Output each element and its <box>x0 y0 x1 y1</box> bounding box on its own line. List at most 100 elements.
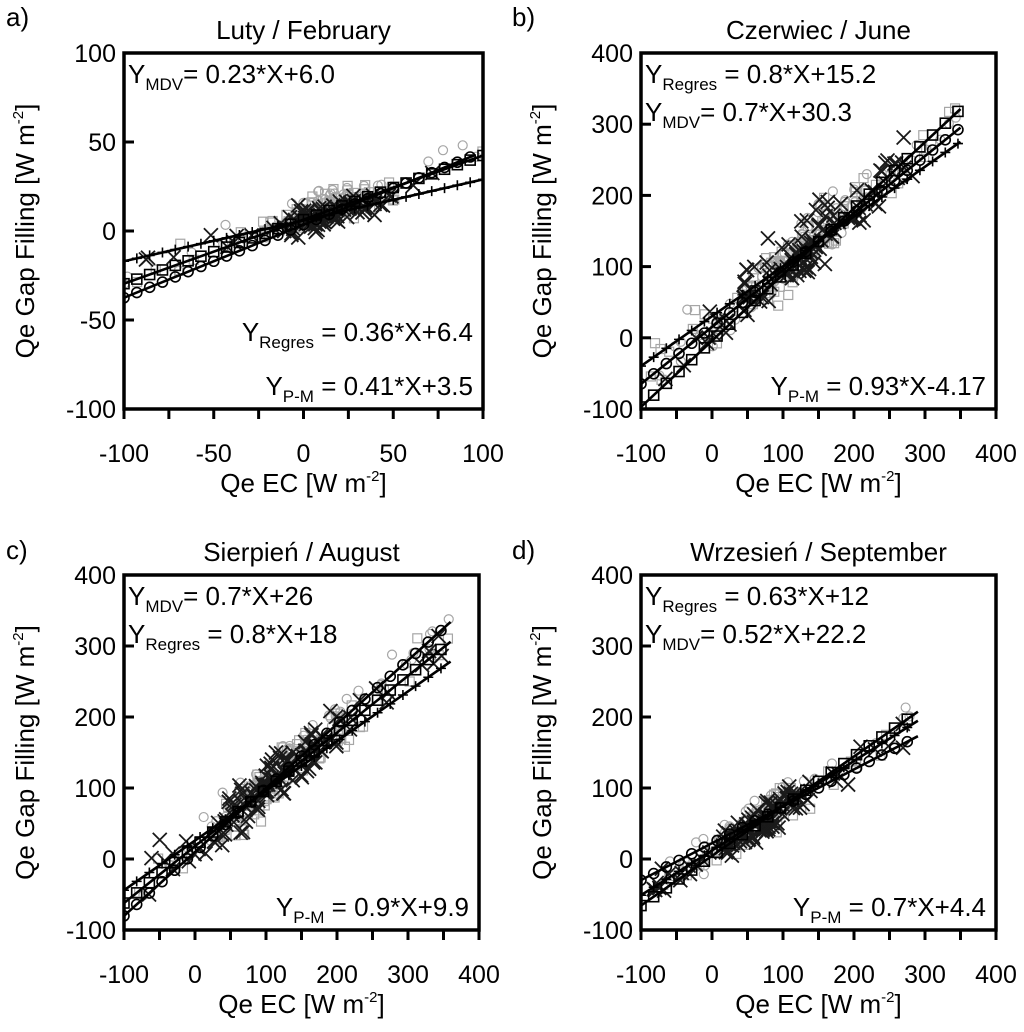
fit-marker <box>674 334 685 345</box>
fit-marker <box>284 224 297 236</box>
fit-marker <box>914 141 926 153</box>
data-point <box>796 218 807 229</box>
panel-label: d) <box>512 535 535 565</box>
fit-line-p-m <box>641 710 919 912</box>
x-axis-label: Qe EC [W m <box>735 989 881 1019</box>
fit-marker <box>838 768 850 781</box>
fit-marker <box>359 693 371 705</box>
x-tick-label: 300 <box>904 961 946 989</box>
fit-marker <box>685 353 698 366</box>
fit-marker <box>774 802 787 814</box>
data-point <box>263 756 279 772</box>
fit-marker <box>723 318 736 331</box>
fit-marker <box>761 811 774 823</box>
data-point <box>412 633 423 644</box>
equation-text: = 0.93*X-4.17 <box>819 371 986 401</box>
x-tick-label: -100 <box>616 961 666 989</box>
y-axis-unit-exp: -2 <box>10 632 27 645</box>
fit-marker <box>939 134 952 146</box>
fit-marker <box>647 867 660 880</box>
data-point <box>749 795 760 806</box>
fit-marker <box>477 149 483 162</box>
y-axis-title: Qe Gap Filling [W m-2] <box>527 625 557 880</box>
x-tick-label: 50 <box>379 440 407 468</box>
fit-marker <box>812 235 825 248</box>
fit-marker <box>259 234 271 247</box>
data-point <box>687 323 698 335</box>
fit-marker <box>409 647 422 660</box>
fit-marker <box>825 766 837 779</box>
fit-marker <box>333 716 346 728</box>
y-tick-label: 300 <box>591 111 633 139</box>
y-axis-label: Qe Gap Filling [W m <box>10 646 40 880</box>
y-tick-label: 100 <box>591 254 633 282</box>
fit-marker <box>464 151 476 163</box>
data-point <box>353 685 364 696</box>
fit-marker <box>711 846 723 859</box>
equation-subscript: P-M <box>788 387 819 406</box>
data-point <box>220 219 231 231</box>
fit-marker <box>219 818 232 831</box>
fit-marker <box>465 177 476 188</box>
y-tick-label: 400 <box>591 40 633 68</box>
fit-marker <box>124 897 130 909</box>
fit-marker <box>423 672 434 683</box>
x-axis-unit-exp: -2 <box>881 989 894 1006</box>
fit-marker <box>169 271 182 283</box>
data-point <box>820 194 836 210</box>
fit-line-mdv <box>124 660 452 896</box>
fit-marker <box>385 698 396 709</box>
x-tick-label: 100 <box>762 440 804 468</box>
y-tick-label: 400 <box>591 562 633 590</box>
equation-text: = 0.8*X+18 <box>200 619 337 649</box>
data-point <box>783 289 794 301</box>
y-tick-label: 100 <box>591 775 633 803</box>
plot-area <box>641 103 964 409</box>
fit-marker <box>838 211 850 224</box>
fit-marker <box>131 253 142 264</box>
fit-marker <box>825 223 837 236</box>
fit-marker <box>686 325 697 336</box>
fit-marker <box>410 681 421 692</box>
data-point <box>760 230 776 246</box>
data-point <box>404 676 415 687</box>
x-axis-unit-exp: -2 <box>364 989 377 1006</box>
fit-marker <box>901 735 914 748</box>
data-point <box>313 185 325 197</box>
fit-marker <box>220 241 233 253</box>
data-point <box>307 719 318 731</box>
fit-marker <box>206 830 219 842</box>
x-axis-title: Qe EC [W m-2] <box>735 468 901 498</box>
fit-marker <box>673 365 685 378</box>
x-axis: -100 0 100 200 300 400 <box>616 930 1017 989</box>
fit-marker <box>648 882 659 893</box>
y-tick-label: 300 <box>74 633 116 661</box>
fit-marker <box>641 401 647 409</box>
fit-marker <box>787 259 799 271</box>
fit-marker <box>124 256 129 267</box>
y-tick-label: 200 <box>591 704 633 732</box>
fit-marker <box>409 663 422 676</box>
fit-marker <box>439 183 450 194</box>
data-point <box>152 832 168 848</box>
y-tick-label: 200 <box>74 704 116 732</box>
y-axis: -100 0 100 200 300 400 <box>66 562 134 945</box>
fit-marker <box>641 874 647 886</box>
fit-marker <box>737 289 748 300</box>
equation-subscript: P-M <box>283 387 314 406</box>
fit-marker <box>838 218 849 229</box>
fit-marker <box>863 740 876 752</box>
fit-marker <box>926 129 939 141</box>
fit-marker <box>170 244 181 255</box>
x-axis-label: Qe EC [W m <box>735 468 881 498</box>
x-tick-label: 100 <box>462 440 504 468</box>
y-axis-title: Qe Gap Filling [W m-2] <box>527 104 557 359</box>
data-point <box>424 628 436 640</box>
y-tick-label: -50 <box>80 307 116 335</box>
fit-marker <box>876 738 887 749</box>
fit-marker <box>401 191 412 202</box>
data-point <box>140 250 156 266</box>
data-point <box>233 782 249 798</box>
fit-marker <box>685 337 698 350</box>
fit-marker <box>257 784 270 797</box>
